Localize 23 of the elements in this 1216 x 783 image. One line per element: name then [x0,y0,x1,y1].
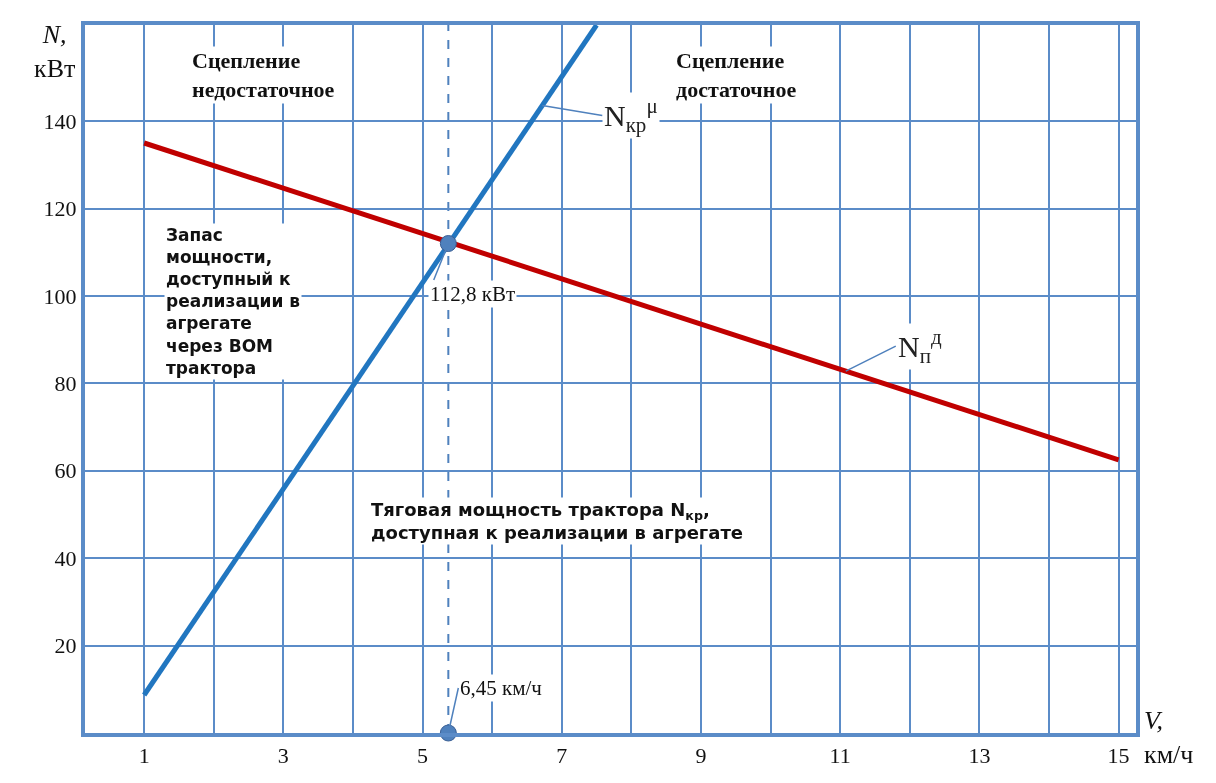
y-tick-label: 80 [54,371,77,397]
y-axis-title: N, кВт [34,20,76,83]
annotation: 112,8 кВт [430,282,516,306]
x-tick-label: 15 [1107,743,1130,769]
x-tick-label: 11 [829,743,851,769]
annotation: Сцепление недостаточное [192,48,335,102]
x-tick-label: 3 [277,743,289,769]
x-tick-label: 7 [556,743,568,769]
y-tick-label: 100 [43,283,77,309]
x-axis-title: V, км/ч [1144,706,1194,769]
y-tick-label: 20 [54,633,77,659]
annotation: Тяговая мощность трактора N$_{кр}$, доступная к реализации в агрегате [371,499,744,544]
x-tick-label: 13 [968,743,991,769]
y-tick-label: 60 [54,458,77,484]
y-tick-label: 120 [43,196,77,222]
annotation: 6,45 км/ч [460,676,543,700]
x-tick-label: 5 [417,743,429,769]
annotation: Запас мощности, доступный к реализации в агрегате через ВОМ трактора [166,225,301,378]
y-tick-label: 40 [54,545,77,571]
x-tick-label: 9 [695,743,707,769]
y-tick-label: 140 [43,108,77,134]
annotation: Сцепление достаточное [676,48,797,102]
x-tick-label: 1 [138,743,150,769]
